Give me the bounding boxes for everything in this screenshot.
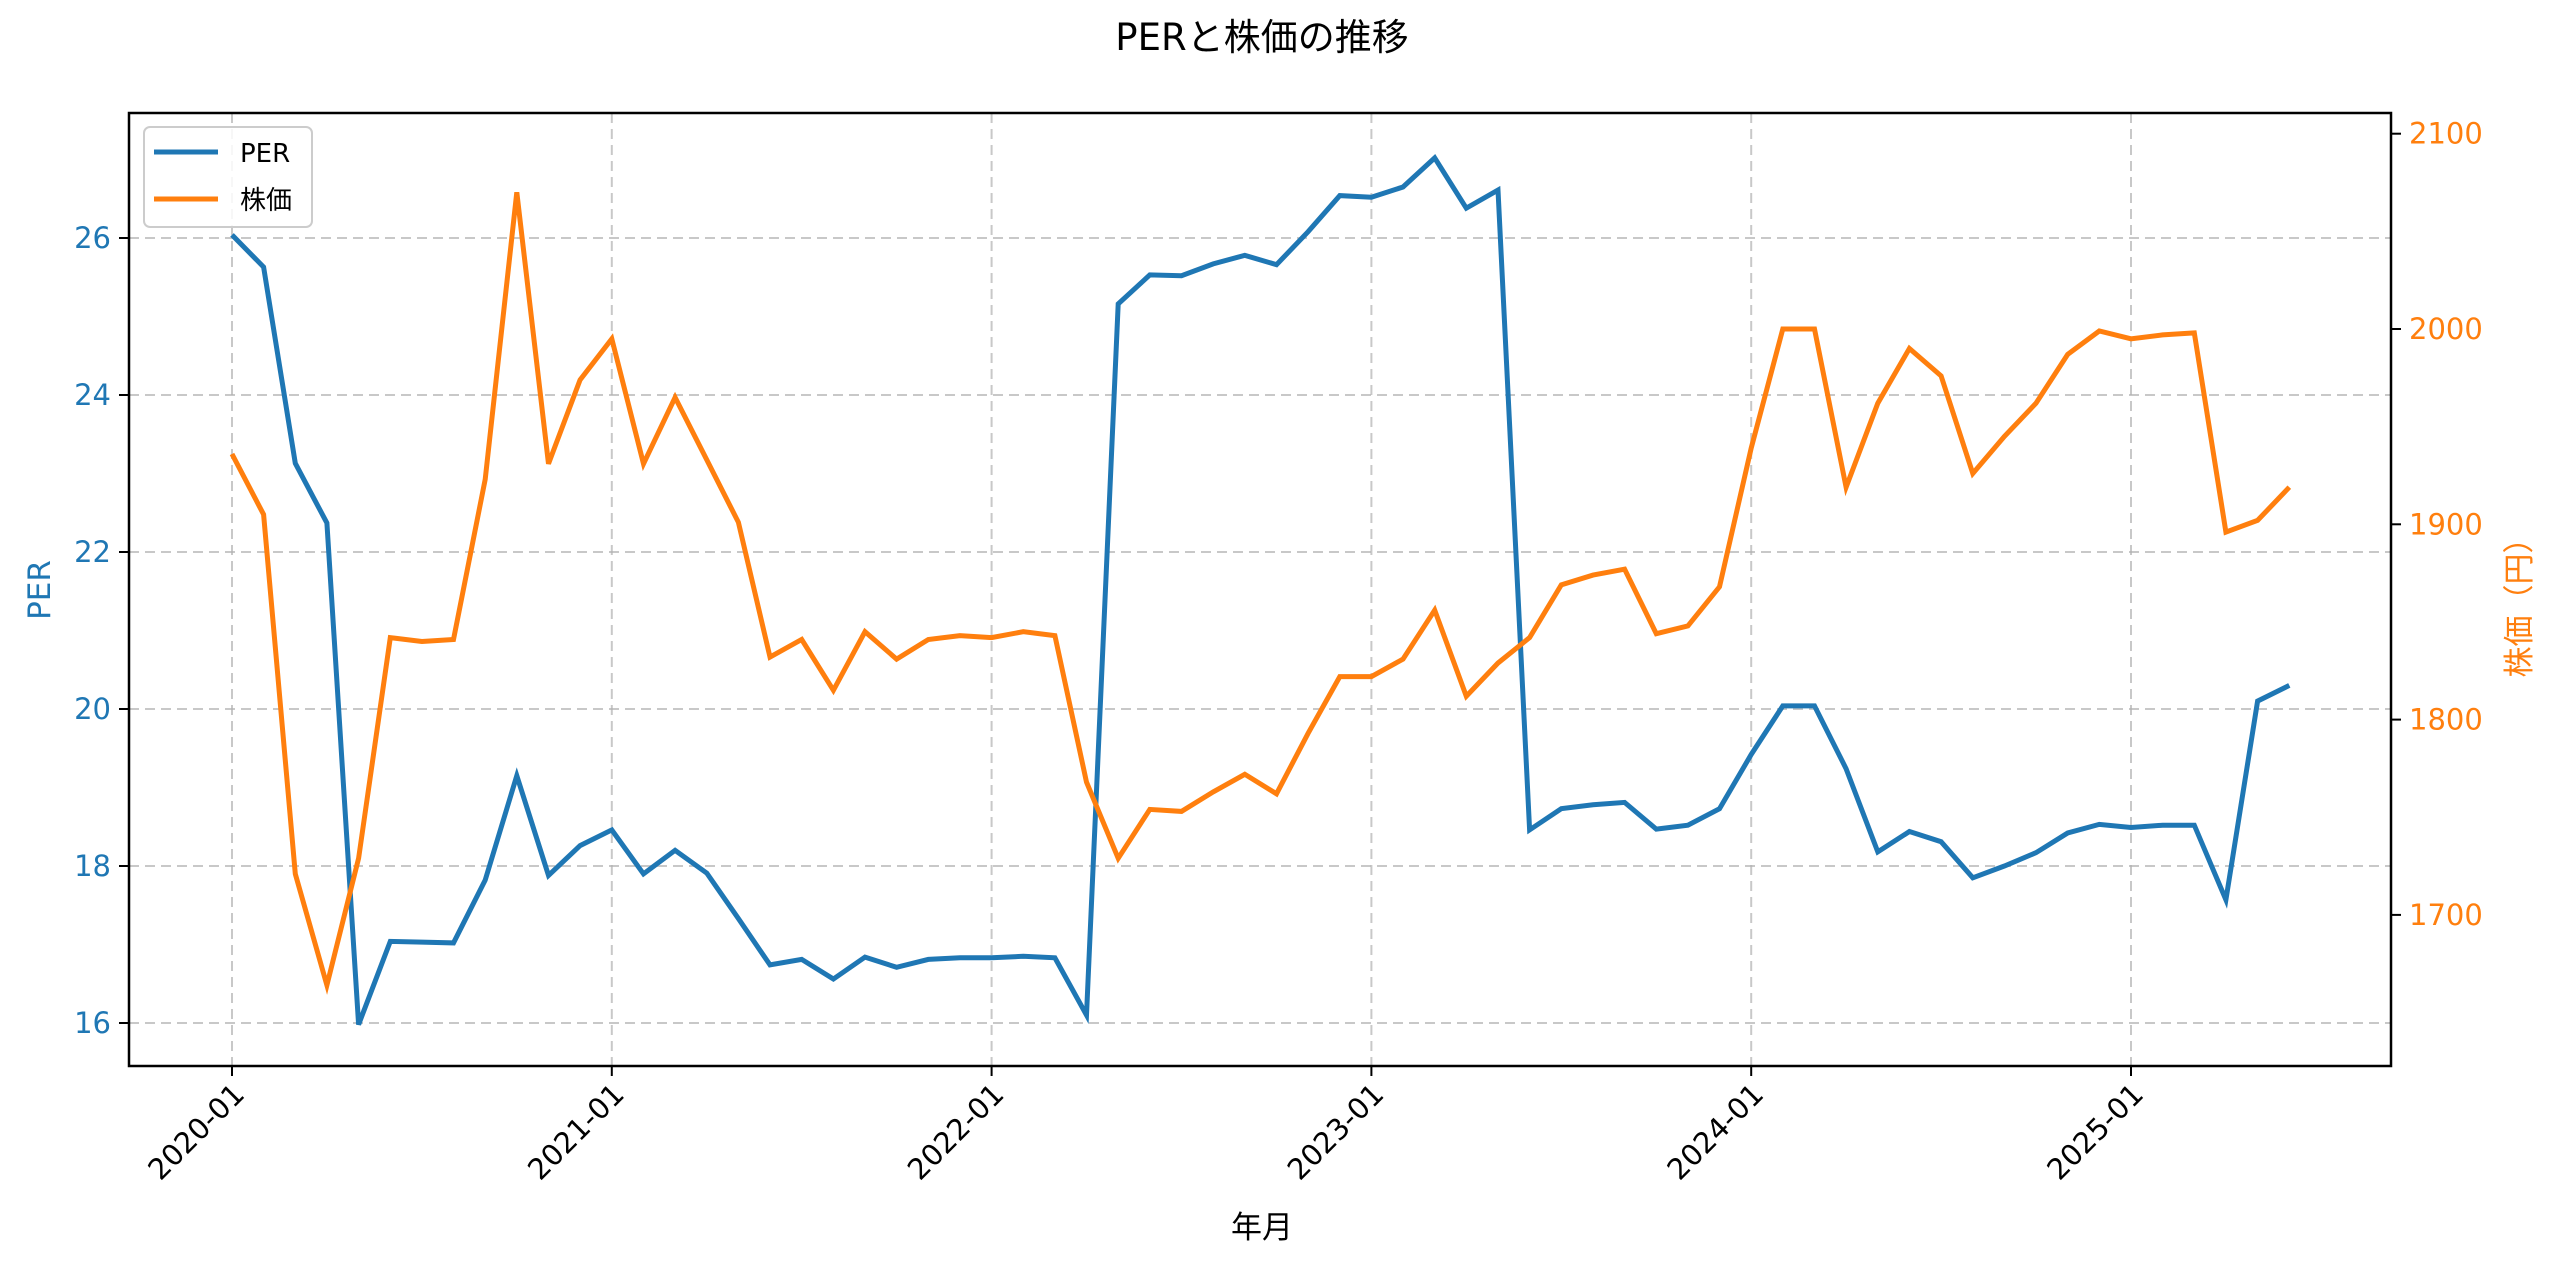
x-tick-label: 2022-01 bbox=[901, 1077, 1011, 1187]
x-axis-label: 年月 bbox=[1231, 1210, 1293, 1246]
x-tick-label: 2021-01 bbox=[521, 1077, 631, 1187]
plot-area-frame bbox=[127, 111, 2393, 1068]
left-axis-label: PER bbox=[22, 560, 58, 620]
right-tick-label: 2000 bbox=[2409, 312, 2483, 346]
x-tick-label: 2025-01 bbox=[2040, 1077, 2150, 1187]
right-y-axis: 1700 1800 1900 2000 2100 bbox=[2391, 117, 2483, 932]
x-tick-label: 2024-01 bbox=[1660, 1077, 1770, 1187]
right-axis-label: 株価（円） bbox=[2502, 523, 2538, 678]
left-tick-label: 24 bbox=[74, 378, 111, 412]
right-tick-label: 1900 bbox=[2409, 507, 2483, 541]
chart-title: PERと株価の推移 bbox=[1115, 16, 1408, 59]
legend-price-label: 株価 bbox=[240, 186, 292, 216]
legend-per-label: PER bbox=[240, 139, 290, 169]
x-axis: 2020-01 2021-01 2022-01 2023-01 2024-01 2025-… bbox=[141, 1066, 2150, 1187]
per-line bbox=[230, 154, 2291, 1026]
left-y-axis: 16 18 20 22 24 26 bbox=[74, 221, 129, 1040]
right-tick-label: 1800 bbox=[2409, 703, 2483, 737]
grid-lines bbox=[129, 113, 2391, 1066]
right-tick-label: 2100 bbox=[2409, 117, 2483, 151]
x-tick-label: 2023-01 bbox=[1281, 1077, 1391, 1187]
left-tick-label: 26 bbox=[74, 221, 111, 255]
left-tick-label: 18 bbox=[74, 849, 111, 883]
legend: PER 株価 bbox=[143, 126, 313, 228]
left-tick-label: 16 bbox=[74, 1006, 111, 1040]
left-tick-label: 22 bbox=[74, 535, 111, 569]
price-line bbox=[229, 192, 2292, 995]
x-tick-label: 2020-01 bbox=[141, 1077, 251, 1187]
right-tick-label: 1700 bbox=[2409, 898, 2483, 932]
left-tick-label: 20 bbox=[74, 692, 111, 726]
series-lines bbox=[229, 154, 2292, 1026]
